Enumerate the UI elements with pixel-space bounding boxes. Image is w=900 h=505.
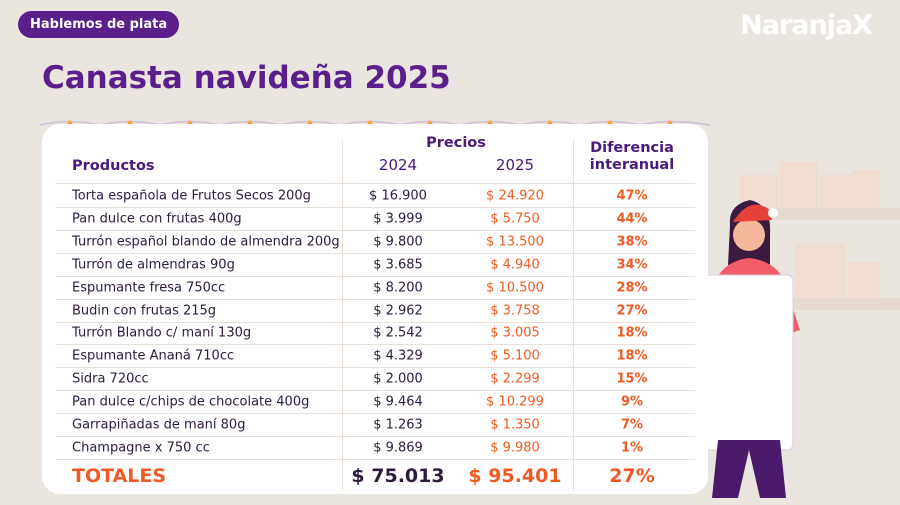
divider xyxy=(55,183,695,184)
product-name: Pan dulce c/chips de chocolate 400g xyxy=(72,394,310,410)
divider xyxy=(55,229,695,231)
price-2024: $ 9.800 xyxy=(373,234,423,250)
table-card xyxy=(42,124,708,494)
price-2024: $ 2.000 xyxy=(373,371,423,387)
difference: 38% xyxy=(616,234,648,250)
product-name: Turrón de almendras 90g xyxy=(72,257,235,273)
product-name: Budin con frutas 215g xyxy=(72,303,217,318)
divider xyxy=(573,140,574,490)
price-2025: $ 13.500 xyxy=(486,234,544,250)
title: Canasta navideña 2025 xyxy=(42,60,451,96)
price-2025: $ 9.980 xyxy=(490,440,540,456)
difference: 47% xyxy=(616,188,648,204)
header-year: 2024 xyxy=(378,156,418,174)
product-name: Espumante Ananá 710cc xyxy=(72,348,235,364)
product-name: Turrón Blando c/ maní 130g xyxy=(72,325,252,341)
product-name: Turrón español blando de almendra 200g xyxy=(72,234,340,250)
divider xyxy=(55,390,695,392)
price-2024: $ 9.464 xyxy=(373,394,423,410)
product-name: Champagne x 750 cc xyxy=(72,440,210,456)
price-2025: $ 4.940 xyxy=(490,257,540,273)
price-2024: $ 8.200 xyxy=(373,280,423,296)
price-2025: $ 10.500 xyxy=(486,280,544,296)
price-2025: $ 24.920 xyxy=(486,188,544,204)
price-2025: $ 1.350 xyxy=(490,417,540,433)
product-name: Torta española de Frutos Secos 200g xyxy=(72,188,311,204)
difference: 7% xyxy=(620,417,644,433)
price-2024: $ 2.542 xyxy=(373,325,423,341)
divider xyxy=(55,252,695,254)
price-2024: $ 16.900 xyxy=(369,188,427,204)
total-2025: $ 95.401 xyxy=(468,465,562,487)
price-2024: $ 2.962 xyxy=(373,303,423,318)
header-prices: Precios xyxy=(426,135,486,151)
header-year: 2025 xyxy=(495,156,535,174)
price-2024: $ 4.329 xyxy=(373,348,423,364)
total-2024: $ 75.013 xyxy=(351,465,445,487)
price-2025: $ 5.750 xyxy=(490,211,540,227)
divider xyxy=(55,436,695,437)
difference: 1% xyxy=(620,440,644,456)
difference: 27% xyxy=(616,303,648,318)
difference: 28% xyxy=(616,280,648,296)
price-2025: $ 2.299 xyxy=(490,371,540,387)
divider xyxy=(55,458,695,460)
price-2024: $ 1.263 xyxy=(373,417,423,433)
divider xyxy=(55,413,695,415)
divider xyxy=(55,367,695,369)
difference: 44% xyxy=(616,211,648,227)
difference: 15% xyxy=(616,371,648,387)
product-name: Pan dulce con frutas 400g xyxy=(72,211,242,227)
price-2024: $ 9.869 xyxy=(373,440,423,456)
divider xyxy=(55,298,695,300)
price-2025: $ 3.758 xyxy=(490,303,540,318)
header-difference: Diferencia interanual xyxy=(589,140,675,173)
difference: 9% xyxy=(620,394,644,410)
header-product: Productos xyxy=(72,158,155,174)
divider xyxy=(342,140,343,490)
badge: Hablemos de plata xyxy=(18,11,180,38)
price-2024: $ 3.999 xyxy=(373,211,423,227)
divider xyxy=(55,275,695,277)
total-difference: 27% xyxy=(609,465,655,487)
difference: 34% xyxy=(616,257,648,273)
logo: NaranjaX xyxy=(740,10,873,41)
divider xyxy=(55,207,695,208)
difference: 18% xyxy=(616,325,648,341)
product-name: Espumante fresa 750cc xyxy=(72,280,226,296)
price-2025: $ 5.100 xyxy=(490,348,540,364)
product-name: Sidra 720cc xyxy=(72,371,149,387)
price-2025: $ 10.299 xyxy=(486,394,544,410)
price-2024: $ 3.685 xyxy=(373,257,423,273)
product-name: Garrapiñadas de maní 80g xyxy=(72,417,246,433)
difference: 18% xyxy=(616,348,648,364)
price-2025: $ 3.005 xyxy=(490,325,540,341)
totals-label: TOTALES xyxy=(72,465,167,487)
divider xyxy=(55,321,695,323)
divider xyxy=(55,344,695,346)
